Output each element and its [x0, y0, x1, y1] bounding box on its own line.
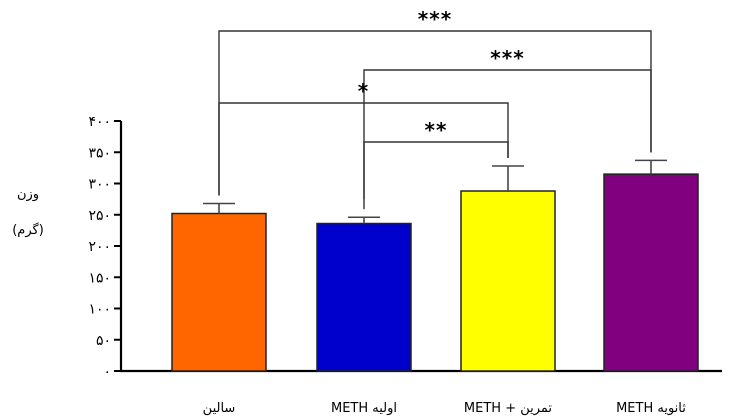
y-tick-label-50: ۵۰ [96, 333, 111, 349]
y-axis-label: وزن (گرم) [12, 187, 44, 238]
y-tick-label-0: ۰ [103, 364, 111, 380]
bar-4 [603, 173, 699, 372]
significance-label-1: *** [418, 7, 452, 31]
significance-label-3: * [358, 79, 369, 103]
category-label-1: سالین [203, 401, 236, 416]
y-tick-label-200: ۲۰۰ [88, 239, 111, 255]
error-bars [203, 159, 667, 224]
bar-3 [460, 190, 556, 372]
y-axis-label-line-1: وزن [17, 187, 39, 202]
category-label-2: METH اولیه [331, 401, 397, 416]
y-tick-label-350: ۳۵۰ [88, 145, 111, 161]
bars [171, 173, 699, 372]
y-tick-label-150: ۱۵۰ [88, 270, 111, 286]
significance-bracket-4 [363, 141, 509, 200]
significance-bracket-3 [218, 102, 509, 196]
bar-2 [316, 222, 412, 372]
category-label-3: METH + تمرین [464, 401, 553, 416]
bar-1 [171, 212, 267, 372]
y-tick-label-100: ۱۰۰ [88, 302, 111, 318]
x-axis-category-labels: سالین METH اولیه METH + تمرین METH ثانویه [203, 401, 687, 416]
y-tick-label-400: ۴۰۰ [88, 114, 111, 130]
y-axis-ticks: ۰ ۵۰ ۱۰۰ ۱۵۰ ۲۰۰ ۲۵۰ ۳۰۰ ۳۵۰ ۴۰۰ [88, 114, 121, 380]
significance-bracket-2 [363, 69, 652, 210]
significance-label-4: ** [425, 118, 448, 142]
significance-bracket-1 [218, 30, 652, 196]
y-axis-label-line-2: (گرم) [12, 222, 44, 238]
y-tick-label-300: ۳۰۰ [88, 177, 111, 193]
significance-label-2: *** [490, 46, 524, 70]
y-tick-label-250: ۲۵۰ [88, 208, 111, 224]
significance-brackets: ********* [218, 7, 652, 210]
category-label-4: METH ثانویه [616, 401, 686, 416]
